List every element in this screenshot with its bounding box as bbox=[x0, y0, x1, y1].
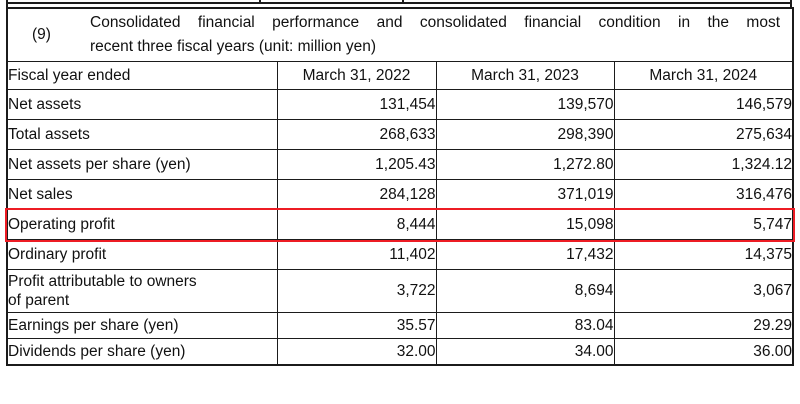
row-label: Ordinary profit bbox=[6, 239, 278, 270]
row-value-2024: 3,067 bbox=[613, 269, 794, 313]
table-row-profit-attributable: Profit attributable to owners of parent … bbox=[6, 269, 794, 313]
row-value-2023: 298,390 bbox=[435, 119, 615, 150]
row-label: Profit attributable to owners of parent bbox=[6, 269, 278, 313]
section-title-row: (9) Consolidated financial performance a… bbox=[6, 7, 794, 62]
row-label: Earnings per share (yen) bbox=[6, 312, 278, 339]
row-label: Operating profit bbox=[6, 209, 278, 240]
row-value-2022: 11,402 bbox=[276, 239, 437, 270]
row-value-2022: 1,205.43 bbox=[276, 149, 437, 180]
previous-table-divider bbox=[6, 0, 8, 8]
table-row-net-assets-per-share: Net assets per share (yen) 1,205.43 1,27… bbox=[6, 149, 794, 180]
section-title-line2: recent three fiscal years (unit: million… bbox=[90, 38, 377, 55]
table-row-net-assets: Net assets 131,454 139,570 146,579 bbox=[6, 89, 794, 120]
row-value-2023: 371,019 bbox=[435, 179, 615, 210]
row-value-2022: 131,454 bbox=[276, 89, 437, 120]
row-value-2024: 146,579 bbox=[613, 89, 794, 120]
header-march-31-2022: March 31, 2022 bbox=[276, 61, 437, 90]
row-value-2022: 32.00 bbox=[276, 338, 437, 366]
previous-table-divider bbox=[259, 0, 261, 4]
section-title-line1: Consolidated financial performance and c… bbox=[90, 14, 781, 31]
section-index: (9) bbox=[32, 26, 51, 43]
previous-table-divider bbox=[402, 0, 404, 4]
row-value-2023: 8,694 bbox=[435, 269, 615, 313]
table-row-ordinary-profit: Ordinary profit 11,402 17,432 14,375 bbox=[6, 239, 794, 270]
row-value-2023: 15,098 bbox=[435, 209, 615, 240]
row-value-2023: 83.04 bbox=[435, 312, 615, 339]
row-value-2023: 17,432 bbox=[435, 239, 615, 270]
row-value-2024: 316,476 bbox=[613, 179, 794, 210]
previous-table-bottom-border bbox=[6, 2, 792, 4]
section-title: Consolidated financial performance and c… bbox=[90, 11, 780, 59]
financial-performance-table: (9) Consolidated financial performance a… bbox=[4, 7, 796, 366]
row-value-2024: 275,634 bbox=[613, 119, 794, 150]
row-value-2024: 5,747 bbox=[613, 209, 794, 240]
table-row-net-sales: Net sales 284,128 371,019 316,476 bbox=[6, 179, 794, 210]
row-value-2022: 268,633 bbox=[276, 119, 437, 150]
table-row-earnings-per-share: Earnings per share (yen) 35.57 83.04 29.… bbox=[6, 312, 794, 339]
table-row-total-assets: Total assets 268,633 298,390 275,634 bbox=[6, 119, 794, 150]
table-row-operating-profit-highlighted: Operating profit 8,444 15,098 5,747 bbox=[4, 207, 796, 242]
row-value-2023: 34.00 bbox=[435, 338, 615, 366]
row-label: Total assets bbox=[6, 119, 278, 150]
row-value-2024: 36.00 bbox=[613, 338, 794, 366]
section-title-cell: (9) Consolidated financial performance a… bbox=[6, 7, 794, 62]
header-march-31-2024: March 31, 2024 bbox=[613, 61, 794, 90]
header-march-31-2023: March 31, 2023 bbox=[435, 61, 615, 90]
table-row-dividends-per-share: Dividends per share (yen) 32.00 34.00 36… bbox=[6, 338, 794, 366]
previous-table-divider bbox=[790, 0, 792, 8]
row-value-2023: 139,570 bbox=[435, 89, 615, 120]
header-fiscal-year-ended: Fiscal year ended bbox=[6, 61, 278, 90]
row-value-2022: 35.57 bbox=[276, 312, 437, 339]
row-value-2022: 3,722 bbox=[276, 269, 437, 313]
row-value-2024: 29.29 bbox=[613, 312, 794, 339]
row-label: Dividends per share (yen) bbox=[6, 338, 278, 366]
row-value-2023: 1,272.80 bbox=[435, 149, 615, 180]
row-value-2024: 1,324.12 bbox=[613, 149, 794, 180]
row-value-2024: 14,375 bbox=[613, 239, 794, 270]
row-label: Net assets bbox=[6, 89, 278, 120]
row-value-2022: 8,444 bbox=[276, 209, 437, 240]
row-label: Net sales bbox=[6, 179, 278, 210]
row-label: Net assets per share (yen) bbox=[6, 149, 278, 180]
row-value-2022: 284,128 bbox=[276, 179, 437, 210]
table-header-row: Fiscal year ended March 31, 2022 March 3… bbox=[6, 61, 794, 90]
